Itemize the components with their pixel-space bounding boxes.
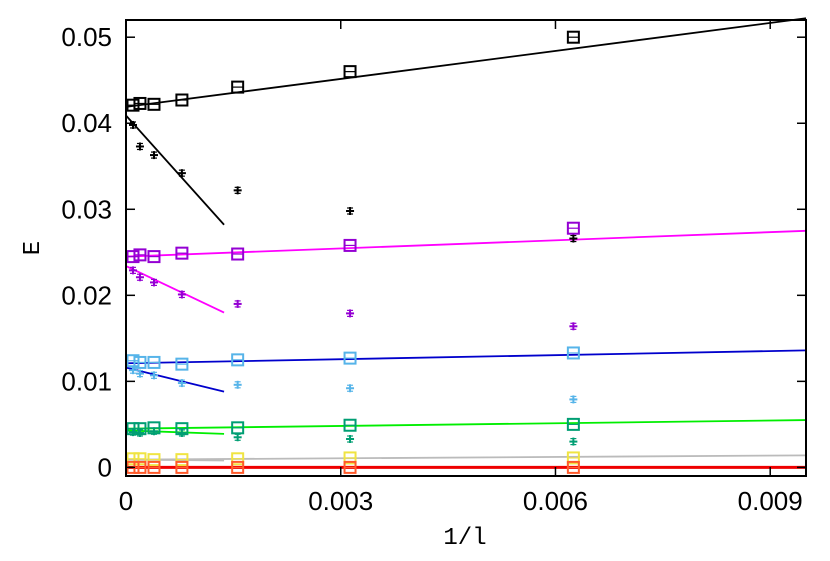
data-point	[231, 421, 245, 435]
data-point	[346, 435, 355, 444]
y-tick-label: 0.01	[61, 366, 112, 396]
data-point	[231, 452, 245, 466]
x-tick-label: 0.006	[523, 486, 588, 516]
data-point	[346, 309, 355, 318]
fit-line	[125, 366, 225, 393]
data-point	[231, 247, 245, 261]
data-point	[343, 65, 357, 79]
data-point	[177, 428, 186, 437]
data-point	[133, 96, 147, 110]
data-point	[128, 266, 137, 275]
y-tick-label: 0.03	[61, 194, 112, 224]
fit-line	[125, 429, 225, 435]
y-tick-label: 0.02	[61, 280, 112, 310]
data-point	[569, 322, 578, 331]
data-point	[135, 428, 144, 437]
data-point	[147, 460, 161, 474]
data-point	[175, 246, 189, 260]
data-point	[147, 97, 161, 111]
y-tick-label: 0	[98, 452, 112, 482]
fit-line	[125, 419, 807, 430]
data-point	[135, 142, 144, 151]
data-point	[569, 437, 578, 446]
data-point	[149, 151, 158, 160]
fit-lines	[125, 17, 807, 469]
data-point	[566, 30, 580, 44]
data-point	[128, 120, 137, 129]
fit-line	[125, 17, 807, 108]
fit-line	[125, 458, 225, 462]
data-point	[343, 418, 357, 432]
data-point	[177, 379, 186, 388]
data-point	[133, 452, 147, 466]
y-tick-label: 0.04	[61, 108, 112, 138]
data-point	[135, 369, 144, 378]
data-point	[133, 355, 147, 369]
data-point	[147, 355, 161, 369]
data-point	[343, 460, 357, 474]
data-point	[231, 460, 245, 474]
data-point	[231, 80, 245, 94]
fit-line	[125, 114, 225, 226]
data-point	[177, 169, 186, 178]
x-tick-label: 0.009	[738, 486, 803, 516]
data-point	[128, 366, 137, 375]
x-tick-label: 0.003	[308, 486, 373, 516]
data-point	[346, 384, 355, 393]
y-tick-labels: 0 0.01 0.02 0.03 0.04 0.05	[61, 22, 112, 482]
fit-line	[125, 265, 225, 314]
data-point	[128, 428, 137, 437]
axis-ticks	[125, 20, 806, 476]
data-point	[175, 357, 189, 371]
plot-frame	[125, 19, 807, 477]
x-axis-label: 1/l	[443, 525, 486, 552]
data-point	[343, 451, 357, 465]
fit-line	[125, 454, 807, 461]
data-point	[133, 248, 147, 262]
y-axis-label: E	[20, 241, 47, 255]
data-point	[343, 351, 357, 365]
data-point	[126, 98, 140, 112]
data-point	[233, 433, 242, 442]
data-point	[149, 371, 158, 380]
data-point	[566, 346, 580, 360]
data-point	[147, 250, 161, 264]
x-tick-labels: 0 0.003 0.006 0.009	[119, 486, 803, 516]
data-point	[566, 451, 580, 465]
data-point	[175, 453, 189, 467]
data-point	[343, 238, 357, 252]
fit-line	[125, 229, 807, 258]
data-point	[147, 453, 161, 467]
data-point	[233, 380, 242, 389]
data-point	[135, 273, 144, 282]
x-tick-label: 0	[119, 486, 133, 516]
data-point	[231, 353, 245, 367]
y-tick-label: 0.05	[61, 22, 112, 52]
data-point	[175, 93, 189, 107]
data-point	[569, 395, 578, 404]
data-point	[346, 207, 355, 216]
data-point	[177, 290, 186, 299]
data-point	[175, 460, 189, 474]
data-points	[126, 30, 580, 474]
data-point	[149, 278, 158, 287]
data-point	[233, 299, 242, 308]
fit-line	[125, 349, 807, 365]
data-point	[566, 221, 580, 235]
data-point	[566, 460, 580, 474]
data-point	[566, 417, 580, 431]
data-point	[233, 186, 242, 195]
data-point	[569, 234, 578, 243]
data-point	[126, 250, 140, 264]
data-point	[149, 427, 158, 436]
